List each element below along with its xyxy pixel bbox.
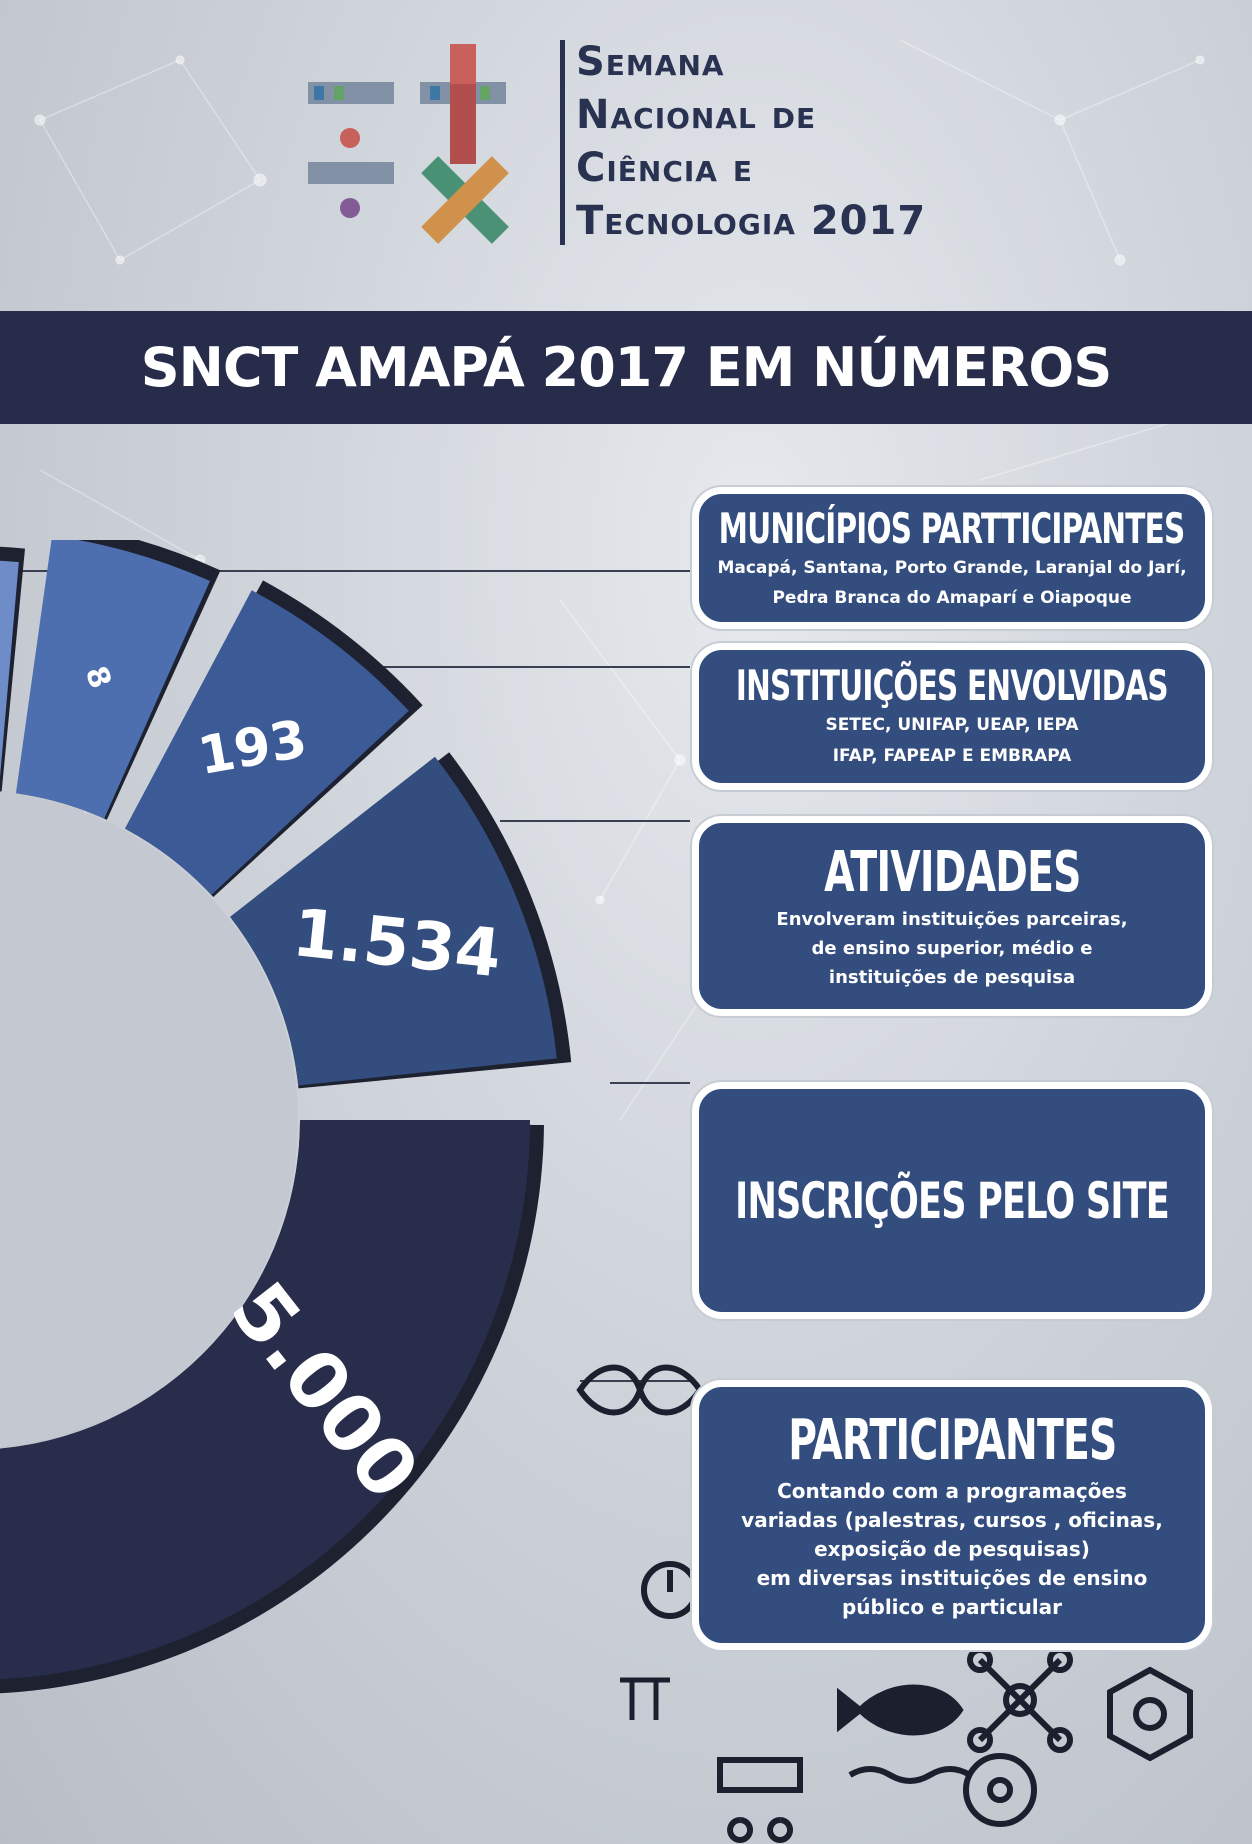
card-text-line: exposição de pesquisas) xyxy=(814,1537,1090,1561)
donut-segment xyxy=(0,1120,530,1680)
card-text-line: SETEC, UNIFAP, UEAP, IEPA xyxy=(825,715,1079,735)
event-title-line: Nacional de xyxy=(576,92,817,138)
title-divider xyxy=(560,40,565,245)
card-text-line: Macapá, Santana, Porto Grande, Laranjal … xyxy=(717,557,1187,578)
robot-rover-icon xyxy=(717,1757,803,1843)
event-title-line: Ciência e xyxy=(576,145,754,191)
donut-segment xyxy=(124,590,409,895)
event-title-line: Tecnologia 2017 xyxy=(576,198,927,244)
card-text-line: Contando com a programações xyxy=(777,1479,1127,1503)
card-title: MUNICÍPIOS PARTTICIPANTES xyxy=(719,503,1186,553)
card-text-line: Pedra Branca do Amaparí e Oiapoque xyxy=(772,587,1132,608)
donut-segment xyxy=(0,560,19,778)
hexagon-icon xyxy=(1107,1666,1193,1762)
infinity-icon xyxy=(576,1364,704,1416)
leader-line xyxy=(250,666,690,668)
leader-line xyxy=(610,1082,690,1084)
card-title: ATIVIDADES xyxy=(823,840,1081,905)
event-title: Semana Nacional de Ciência e Tecnologia … xyxy=(576,36,926,248)
header: Semana Nacional de Ciência e Tecnologia … xyxy=(0,0,1252,310)
card-text-line: IFAP, FAPEAP E EMBRAPA xyxy=(832,746,1072,766)
leader-line xyxy=(500,820,690,822)
page-title: SNCT AMAPÁ 2017 EM NÚMEROS xyxy=(140,336,1112,399)
card-text-line: variadas (palestras, cursos , oficinas, xyxy=(741,1508,1163,1532)
card-inscricoes: INSCRIÇÕES PELO SITE xyxy=(692,1082,1212,1319)
snct-logo-icon xyxy=(308,44,509,244)
fish-icon xyxy=(837,1684,964,1736)
card-title: INSTITUIÇÕES ENVOLVIDAS xyxy=(736,661,1169,710)
card-text-line: em diversas instituições de ensino xyxy=(756,1566,1148,1590)
card-text-line: Envolveram instituições parceiras, xyxy=(776,909,1128,930)
leader-line xyxy=(0,570,690,572)
card-text-line: instituições de pesquisa xyxy=(828,967,1076,988)
card-text-line: público e particular xyxy=(841,1595,1063,1619)
page-title-banner: SNCT AMAPÁ 2017 EM NÚMEROS xyxy=(0,311,1252,424)
donut-segment xyxy=(15,540,210,819)
card-atividades: ATIVIDADES Envolveram instituições parce… xyxy=(692,816,1212,1016)
donut-segment xyxy=(230,756,557,1086)
event-title-line: Semana xyxy=(576,39,725,85)
card-participantes: PARTICIPANTES Contando com a programaçõe… xyxy=(692,1380,1212,1650)
molecule-icon xyxy=(977,1657,1063,1743)
card-municipios: MUNICÍPIOS PARTTICIPANTES Macapá, Santan… xyxy=(692,487,1212,629)
card-title: INSCRIÇÕES PELO SITE xyxy=(735,1171,1170,1230)
card-instituicoes: INSTITUIÇÕES ENVOLVIDAS SETEC, UNIFAP, U… xyxy=(692,643,1212,790)
orbit-icon xyxy=(963,1753,1037,1827)
card-title: PARTICIPANTES xyxy=(787,1408,1117,1473)
donut-hole xyxy=(0,793,298,1447)
pi-icon xyxy=(620,1677,670,1720)
card-text-line: de ensino superior, médio e xyxy=(811,938,1093,959)
